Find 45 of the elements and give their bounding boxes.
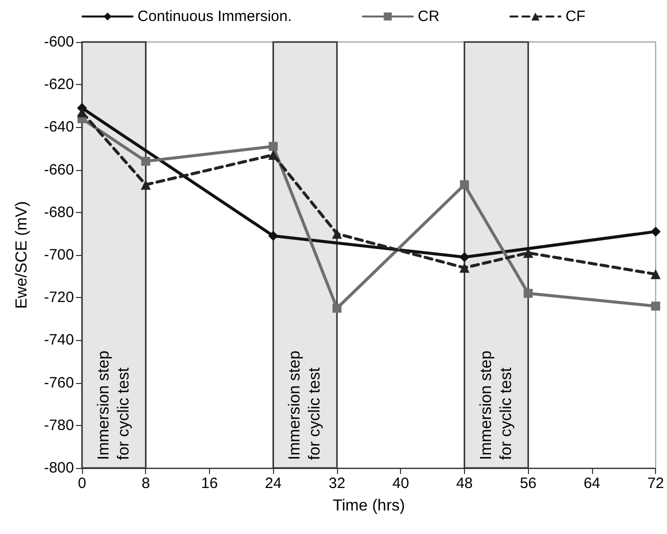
x-tick-label: 72: [647, 475, 664, 492]
x-tick-label: 24: [264, 475, 282, 492]
band-label: Immersion step for cyclic test: [478, 350, 515, 460]
y-tick-label: -740: [44, 332, 74, 349]
point: [77, 107, 87, 118]
y-tick-label: -640: [44, 118, 74, 136]
point: [268, 142, 278, 151]
x-axis-title: Time (hrs): [332, 498, 405, 514]
point: [459, 262, 470, 273]
x-tick-label: 16: [201, 475, 218, 492]
legend-label: CR: [418, 8, 440, 25]
point: [650, 226, 661, 237]
point: [268, 150, 278, 160]
x-tick-label: 40: [392, 475, 410, 492]
point: [524, 288, 533, 298]
legend-label: Continuous Immersion.: [138, 8, 292, 25]
y-tick-label: -760: [44, 374, 74, 392]
y-axis-title: Ewe/SCE (mV): [14, 201, 30, 309]
point: [460, 180, 469, 190]
x-tick-label: 56: [520, 475, 537, 492]
point: [651, 302, 660, 311]
y-tick-label: -680: [44, 204, 74, 221]
point: [459, 252, 470, 262]
x-tick-label: 0: [78, 475, 86, 492]
y-tick-label: -660: [44, 161, 74, 178]
x-tick-label: 8: [142, 475, 150, 492]
point: [523, 248, 534, 258]
point: [332, 228, 342, 239]
y-tick-label: -780: [44, 416, 74, 434]
x-tick-label: 64: [584, 475, 600, 492]
y-tick-label: -620: [44, 76, 74, 94]
legend-label: CF: [565, 8, 586, 25]
band-label: Immersion step for cyclic test: [286, 350, 324, 460]
point: [268, 230, 278, 241]
point: [650, 269, 661, 280]
point: [141, 156, 150, 166]
point: [140, 180, 151, 190]
x-tick-label: 48: [456, 475, 473, 492]
band-label: Immersion step for cyclic test: [95, 350, 132, 460]
y-tick-label: -700: [44, 246, 74, 264]
point: [332, 304, 342, 313]
y-tick-label: -720: [44, 289, 74, 306]
x-tick-label: 32: [328, 475, 346, 492]
y-tick-label: -600: [44, 34, 74, 50]
y-tick-label: -800: [44, 460, 74, 476]
